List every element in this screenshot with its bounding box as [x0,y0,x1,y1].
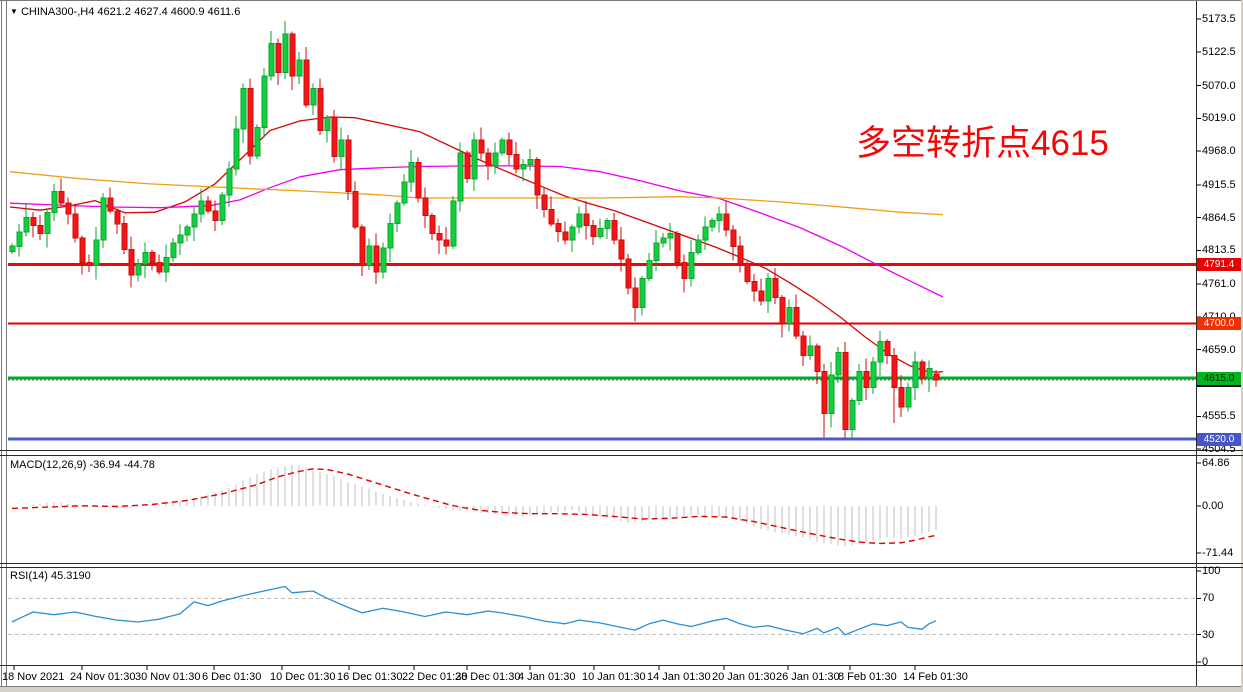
ma-medium-magenta-line [9,165,944,298]
rsi-bottom-border [0,665,1243,666]
rsi-line [11,585,937,636]
window-border-left-inner [6,0,7,687]
chart-title: ▼ CHINA300-,H4 4621.2 4627.4 4600.9 4611… [10,5,240,19]
time-axis-label: 16 Dec 01:30 [337,671,403,683]
price-axis-tick: 4813.5 [1202,244,1236,257]
splitter-chart-macd-top[interactable] [0,450,1243,451]
splitter-chart-macd-bottom[interactable] [0,455,1243,456]
rsi-axis-tick: 70 [1202,592,1215,605]
price-axis-tick: 4968.0 [1202,145,1236,158]
window-border-top [0,0,1243,1]
time-axis-label: 8 Feb 01:30 [838,671,897,683]
macd-histogram [11,464,937,547]
time-axis-label: 14 Feb 01:30 [903,671,968,683]
price-axis-tick: 4504.5 [1202,443,1236,456]
price-badge-4700.0: 4700.0 [1197,316,1241,330]
macd-signal-line [11,468,937,545]
time-axis-label: 6 Dec 01:30 [202,671,262,683]
splitter-macd-rsi-bottom[interactable] [0,567,1243,568]
time-axis-label: 18 Nov 2021 [2,671,65,683]
price-axis-tick: 4915.5 [1202,178,1236,191]
time-axis-label: 30 Nov 01:30 [135,671,201,683]
time-axis-label: 20 Jan 01:30 [712,671,776,683]
price-axis-tick: 4864.5 [1202,211,1236,224]
time-axis-label: 4 Jan 01:30 [518,671,576,683]
time-axis-label: 28 Dec 01:30 [455,671,521,683]
dropdown-arrow-icon[interactable]: ▼ [10,7,18,16]
price-axis-tick: 4659.0 [1202,343,1236,356]
price-axis-tick: 5070.0 [1202,79,1236,92]
price-axis-tick: 5173.5 [1202,13,1236,25]
price-axis-tick: 4761.0 [1202,278,1236,291]
time-axis-label: 14 Jan 01:30 [647,671,711,683]
price-axis-separator [1196,1,1197,686]
rsi-indicator-label: RSI(14) 45.3190 [10,570,91,582]
chart-ohlc-values: 4621.2 4627.4 4600.9 4611.6 [97,6,241,18]
macd-axis-tick: 0.00 [1202,499,1224,512]
macd-axis-tick: -71.44 [1202,546,1234,559]
price-axis-tick: 5019.0 [1202,112,1236,125]
window-border-right [1241,0,1243,687]
candles-layer [9,21,940,440]
window-border-left-outer [1,0,2,687]
annotation-text[interactable]: 多空转折点4615 [856,124,1109,163]
window-border-bottom-line [0,686,1243,687]
window-statusbar [0,687,1243,692]
time-axis-label: 26 Jan 01:30 [776,671,840,683]
time-axis-label: 22 Dec 01:30 [402,671,468,683]
macd-axis-tick: 64.86 [1202,456,1230,469]
axis-tick-marks [13,18,1201,670]
chart-symbol-period: CHINA300-,H4 [20,6,95,18]
price-axis-tick: 5122.5 [1202,45,1236,58]
rsi-axis-tick: 30 [1202,628,1215,641]
time-axis-label: 10 Dec 01:30 [270,671,336,683]
macd-indicator-label: MACD(12,26,9) -36.94 -44.78 [10,459,155,471]
time-axis-label: 10 Jan 01:30 [582,671,646,683]
price-badge-4615.0: 4615.0 [1197,371,1241,385]
price-axis-tick: 4555.5 [1202,410,1236,423]
rsi-axis-tick: 0 [1202,656,1209,668]
ma-slow-orange-line [9,171,944,216]
price-badge-4520.0: 4520.0 [1197,432,1241,446]
price-badge-4791.4: 4791.4 [1197,258,1241,272]
time-axis-label: 24 Nov 01:30 [70,671,136,683]
rsi-axis-tick: 100 [1202,565,1221,577]
splitter-macd-rsi-top[interactable] [0,563,1243,564]
